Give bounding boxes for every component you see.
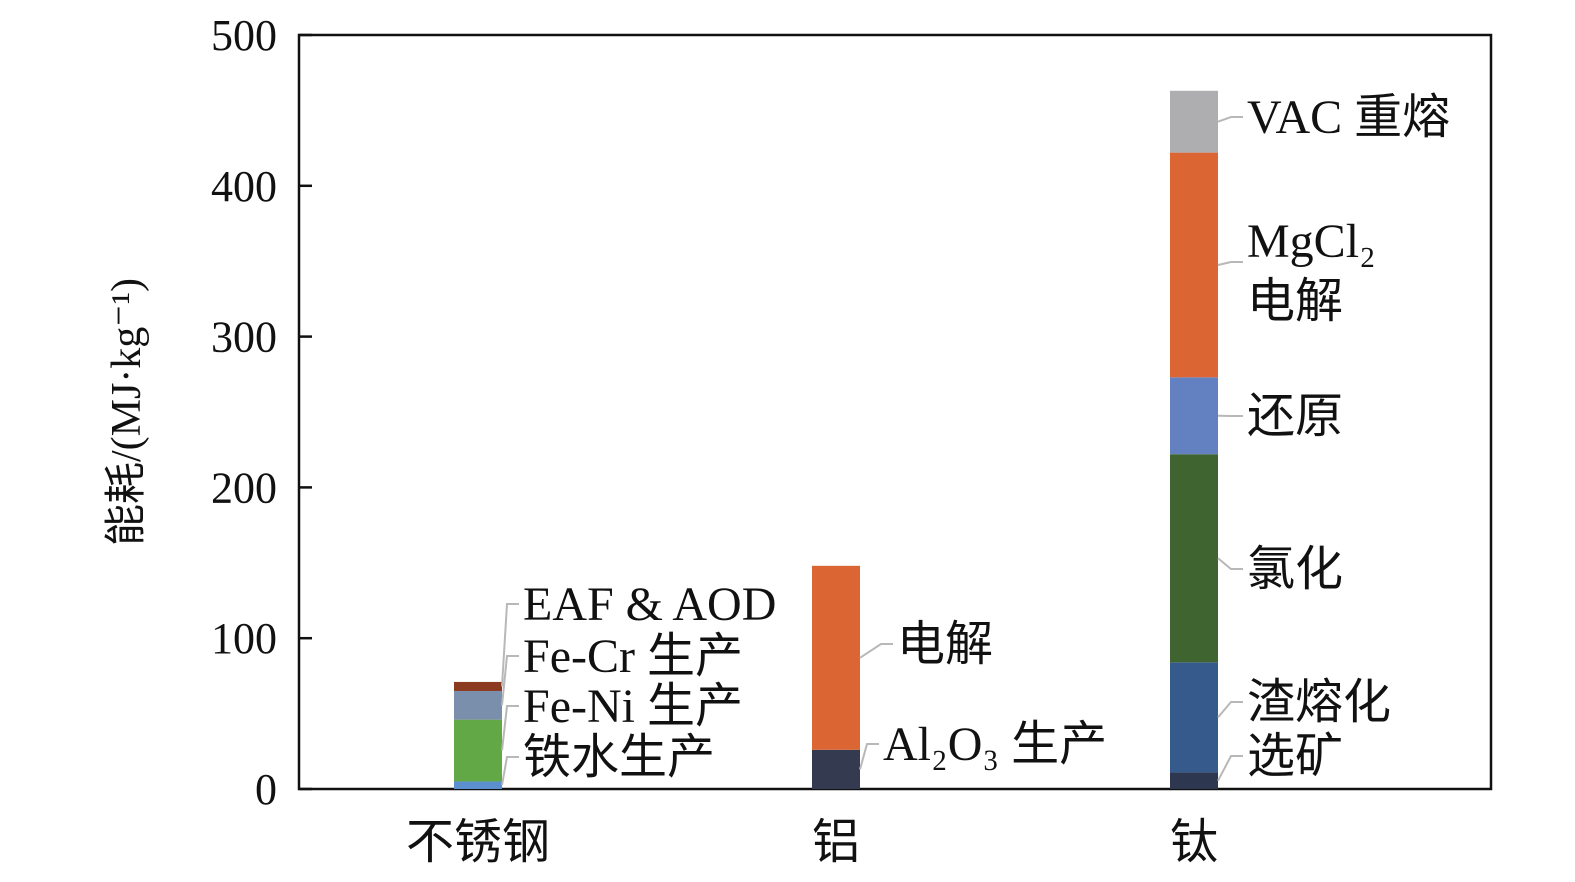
segment-label: 渣熔化 [1247,676,1391,729]
segment-label: Fe-Ni 生产 [523,680,743,733]
y-tick-label: 200 [211,463,277,512]
bar-segment [1170,772,1218,789]
y-tick-label: 0 [255,765,277,814]
segment-label: MgCl₂ [1247,215,1376,268]
leader-line [501,705,519,751]
y-tick-label: 500 [211,11,277,60]
segment-label: 选矿 [1247,730,1343,783]
y-tick-label: 300 [211,313,277,362]
leader-line [1217,557,1243,570]
segment-label: 电解 [897,618,993,671]
segment-label: 氯化 [1247,543,1343,596]
bar-segment [1170,152,1218,378]
plot-frame [297,33,1493,791]
segment-label: VAC 重熔 [1247,91,1450,144]
bar-segment [812,565,860,750]
leader-line [859,643,893,659]
bar-segment [1170,454,1218,663]
segment-label: 电解 [1247,275,1343,328]
y-tick-label: 100 [211,614,277,663]
segment-label: 铁水生产 [523,731,715,784]
leader-line [501,655,519,706]
x-category-label: 铝 [812,816,860,869]
segment-label: Fe-Cr 生产 [523,630,743,683]
leader-line [501,603,519,687]
bar-segment [1170,90,1218,153]
segment-label: EAF & AOD [523,578,776,631]
leader-line [1217,701,1243,719]
bar-segment [454,690,502,720]
leader-line [1217,116,1243,123]
leader-line [859,743,879,770]
bar-segment [454,681,502,691]
segment-label: 还原 [1247,390,1343,443]
bar-segment [812,749,860,789]
leader-line [501,756,519,786]
bar-segment [454,781,502,789]
bar-segment [1170,662,1218,773]
y-axis-title: 能耗/(MJ·kg⁻¹) [104,278,150,546]
bar-segment [454,719,502,782]
leader-line [1217,755,1243,782]
leader-line [1217,261,1243,266]
bar-segment [1170,377,1218,455]
x-category-label: 钛 [1170,816,1218,869]
y-tick-label: 400 [211,162,277,211]
x-category-label: 不锈钢 [406,816,550,869]
segment-label: Al₂O₃ 生产 [883,718,1107,771]
